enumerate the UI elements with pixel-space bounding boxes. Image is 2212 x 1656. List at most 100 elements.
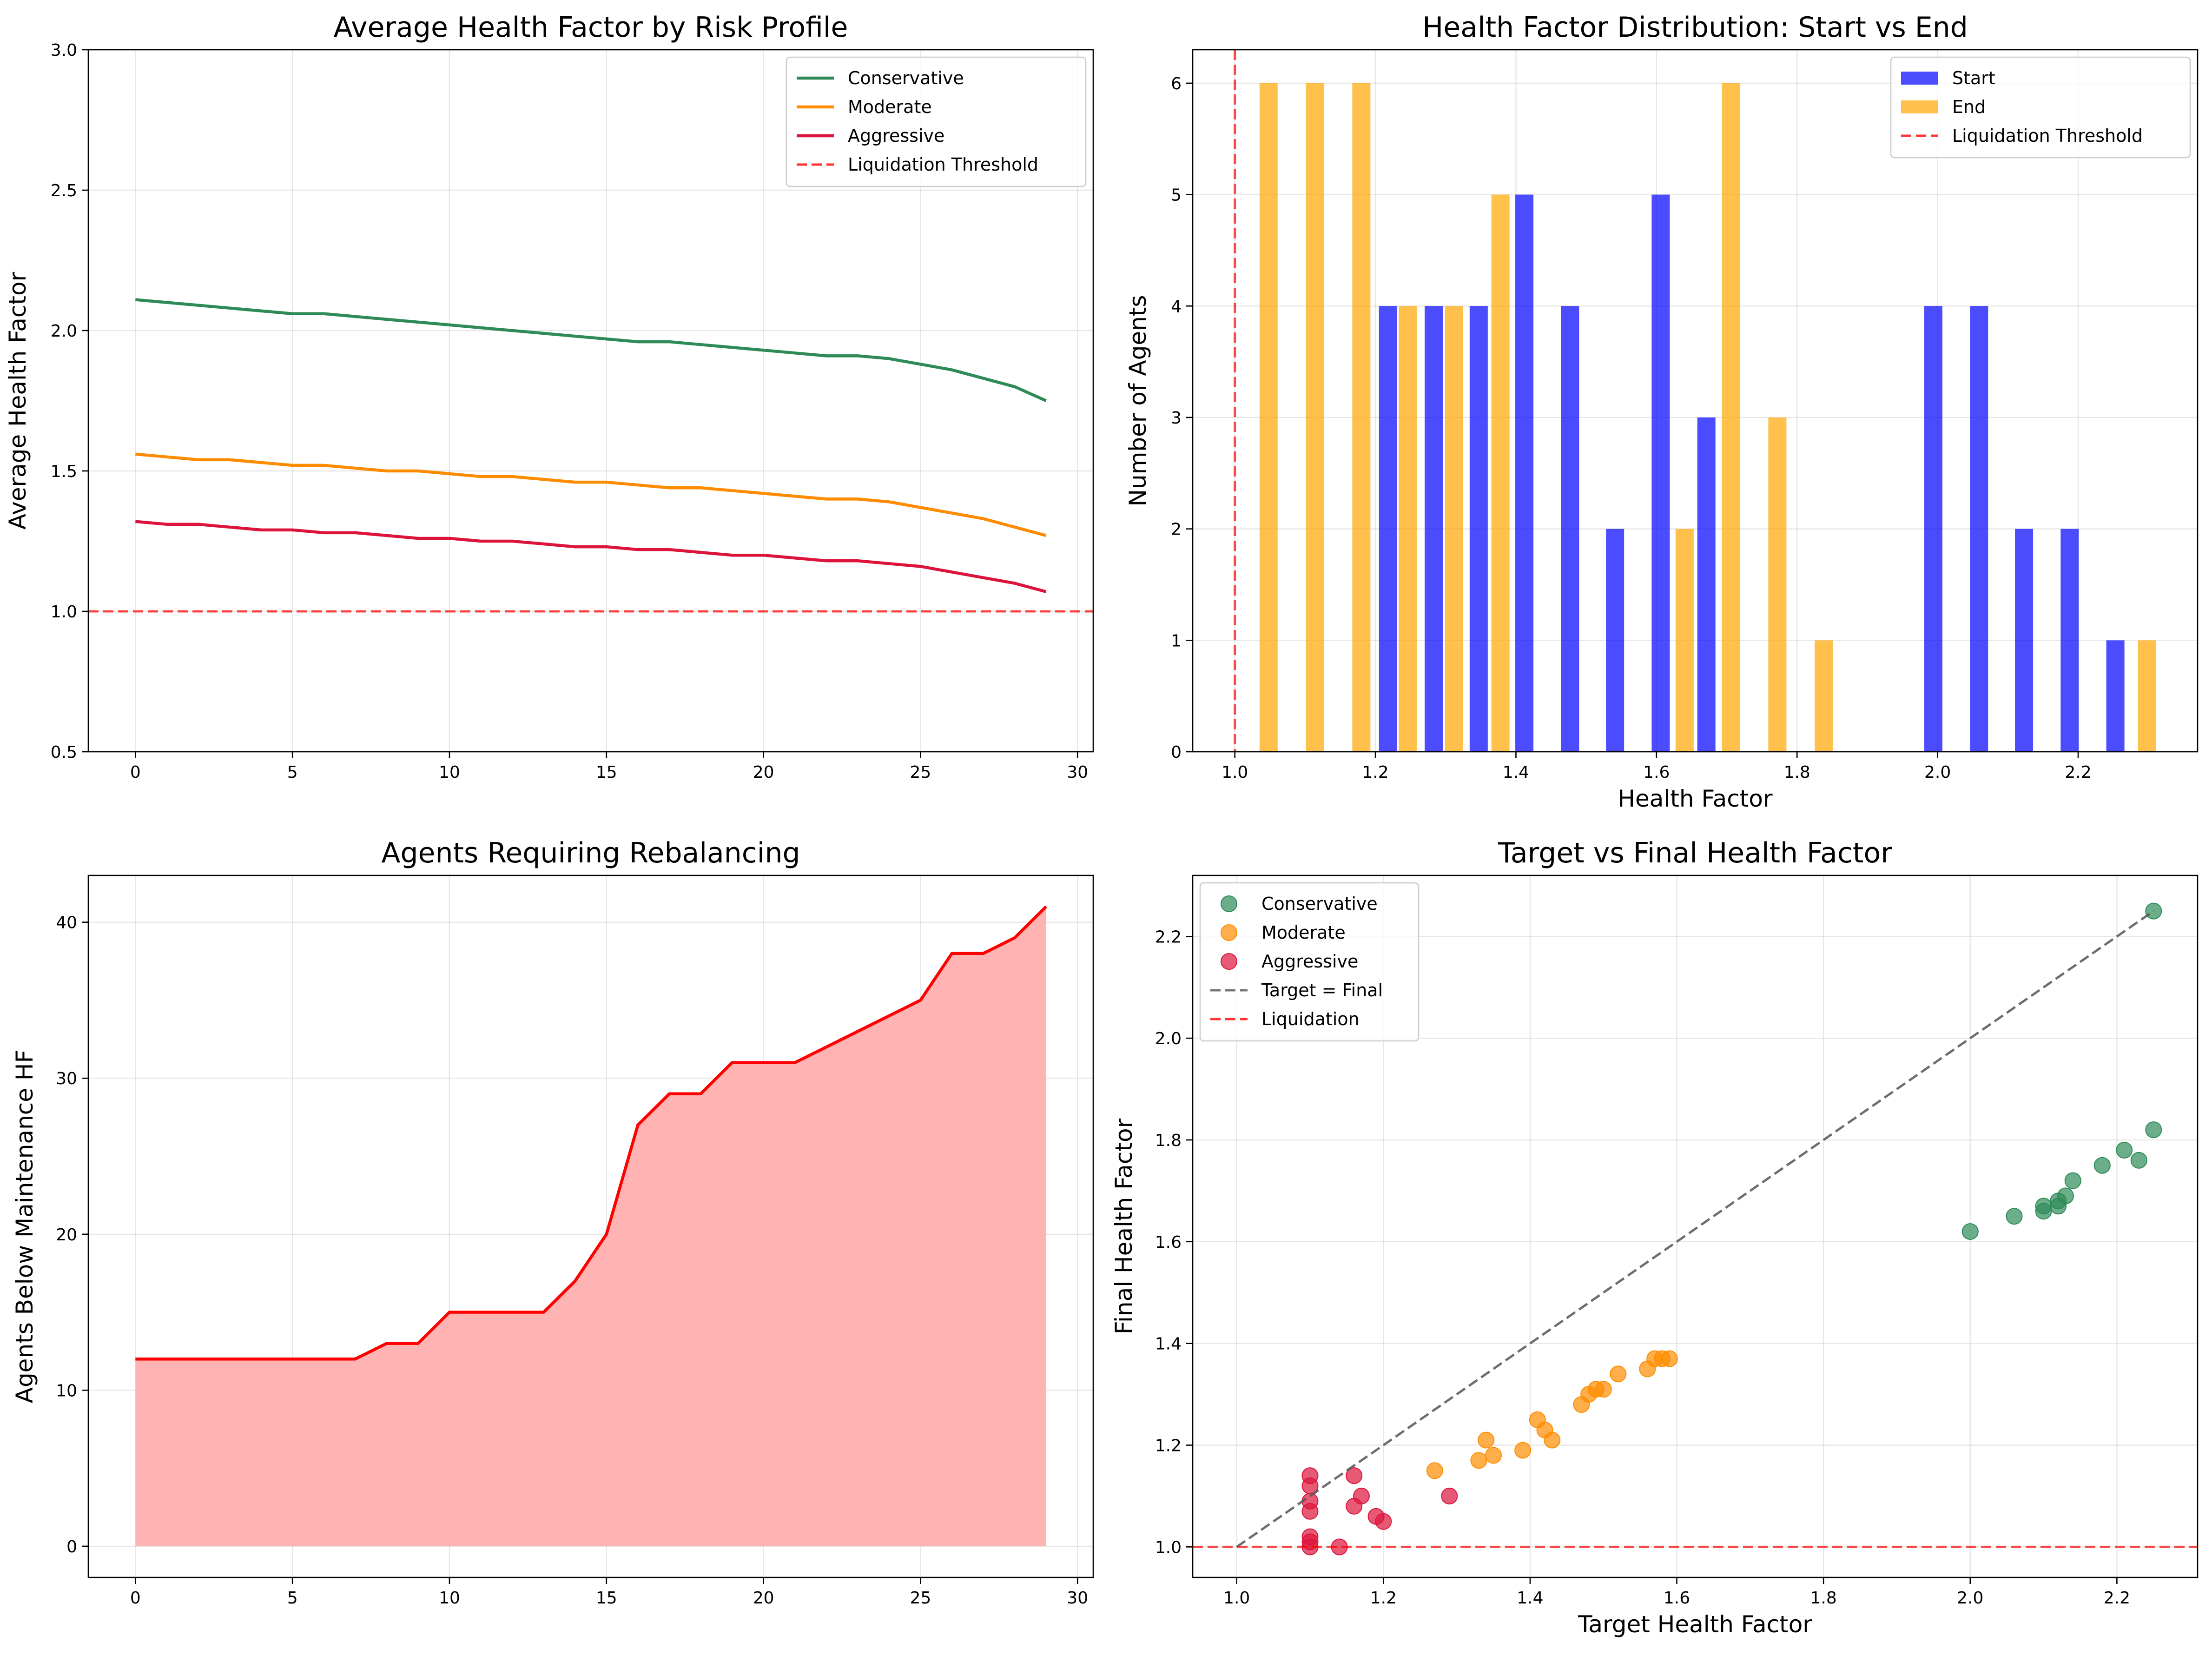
x-tick-label: 2.0 (1924, 763, 1951, 782)
legend-box (1890, 56, 2191, 159)
point-conservative (2064, 1172, 2081, 1189)
point-aggressive (1441, 1487, 1458, 1504)
legend-label: Liquidation Threshold (1952, 126, 2143, 146)
chart-panel-4: 1.0 1.2 1.4 1.6 1.8 2.0 2.2 1.0 1.2 1.4 1.6 1.8 2.0 2… (1110, 837, 2199, 1638)
x-tick-label: 0 (130, 1589, 141, 1608)
series-line-conservative (135, 298, 1047, 402)
x-tick-label: 5 (287, 1589, 298, 1608)
bar-end (1815, 640, 1833, 752)
axes-frame (87, 874, 1094, 1578)
y-tick-label: 1.8 (1155, 1131, 1182, 1150)
y-axis-label: Number of Agents (1124, 295, 1151, 507)
x-tick-label: 2.2 (2104, 1589, 2130, 1608)
y-axis-label: Average Health Factor (4, 272, 31, 530)
y-tick-label: 2 (1171, 520, 1182, 539)
x-tick-label: 10 (439, 1589, 460, 1608)
point-conservative (2130, 1152, 2147, 1169)
x-axis-label: Target Health Factor (1578, 1611, 1812, 1638)
point-conservative (2093, 1157, 2111, 1174)
x-tick-label: 30 (1067, 763, 1088, 782)
y-tick-label: 2.2 (1155, 927, 1182, 947)
x-tick-label: 1.4 (1517, 1589, 1543, 1608)
bar-start (1425, 306, 1443, 752)
x-tick-label: 1.0 (1222, 763, 1248, 782)
bar-start (2060, 529, 2079, 752)
point-aggressive (1301, 1503, 1319, 1520)
point-conservative (2116, 1141, 2133, 1159)
legend-box (786, 56, 1087, 187)
y-tick-label: 2.0 (1155, 1029, 1182, 1048)
bar-start (1651, 194, 1670, 752)
y-tick-label: 10 (56, 1381, 77, 1400)
chart-panel-2: 1.0 1.2 1.4 1.6 1.8 2.0 2.2 0 1 2 3 4 5 6 Health Facto… (1124, 11, 2199, 812)
legend-label: Target = Final (1261, 980, 1383, 1000)
x-tick-label: 1.2 (1370, 1589, 1397, 1608)
area-fill (135, 907, 1046, 1546)
y-tick-label: 20 (56, 1225, 77, 1245)
x-tick-label: 1.6 (1643, 763, 1670, 782)
legend: Start End Liquidation Threshold (1890, 56, 2191, 159)
y-tick-label: 1.4 (1155, 1335, 1182, 1354)
axes-frame (1192, 49, 2199, 753)
legend-label: Aggressive (848, 126, 944, 146)
x-tick-label: 20 (753, 763, 774, 782)
ticks: 1.0 1.2 1.4 1.6 1.8 2.0 2.2 1.0 1.2 1.4 1.6 1.8 2.0 2… (1155, 927, 2130, 1608)
y-axis-label: Final Health Factor (1110, 1118, 1137, 1334)
legend-label: Moderate (848, 97, 932, 117)
point-conservative (2006, 1208, 2023, 1225)
legend-label: Aggressive (1261, 951, 1358, 972)
x-tick-label: 25 (910, 1589, 931, 1608)
chart-title: Target vs Final Health Factor (1498, 837, 1892, 869)
x-tick-label: 1.8 (1810, 1589, 1837, 1608)
ticks: 1.0 1.2 1.4 1.6 1.8 2.0 2.2 0 1 2 3 4 5 6 (1171, 74, 2092, 782)
point-moderate (1514, 1442, 1532, 1459)
bar-start (1469, 306, 1488, 752)
point-moderate (1426, 1462, 1443, 1479)
legend-handle (1221, 924, 1237, 941)
legend-handle (1221, 895, 1237, 912)
y-tick-label: 4 (1171, 297, 1182, 316)
y-tick-label: 2.5 (51, 181, 77, 200)
legend-box (1199, 882, 1420, 1042)
point-moderate (1470, 1452, 1487, 1469)
y-tick-label: 0 (1171, 743, 1182, 762)
bar-end (2138, 640, 2156, 752)
legend-handle (1901, 100, 1938, 113)
y-tick-label: 1 (1171, 631, 1182, 650)
point-moderate (1485, 1447, 1502, 1464)
chart-title: Health Factor Distribution: Start vs End (1422, 11, 1968, 44)
legend-label: Conservative (848, 68, 964, 88)
x-tick-label: 20 (753, 1589, 774, 1608)
y-tick-label: 0 (66, 1537, 77, 1557)
y-tick-label: 1.0 (1155, 1538, 1182, 1557)
x-tick-label: 30 (1067, 1589, 1088, 1608)
point-moderate (1639, 1360, 1656, 1378)
y-tick-label: 0.5 (51, 743, 77, 762)
target-equals-final-line (1236, 910, 2154, 1548)
legend: Conservative Moderate Aggressive Target = F… (1199, 882, 1420, 1042)
legend: Conservative Moderate Aggressive Liquidatio… (786, 56, 1087, 187)
bar-end (1352, 83, 1371, 752)
bar-end (1445, 306, 1463, 752)
y-axis-label: Agents Below Maintenance HF (11, 1050, 38, 1404)
axes-frame (1192, 874, 2199, 1578)
point-conservative (2145, 1121, 2162, 1139)
bar-end (1722, 83, 1740, 752)
bar-end (1399, 306, 1417, 752)
x-tick-label: 25 (910, 763, 931, 782)
legend-label: Start (1952, 68, 1995, 88)
bar-end (1306, 83, 1324, 752)
bar-start (2106, 640, 2125, 752)
x-tick-label: 15 (596, 763, 617, 782)
y-tick-label: 30 (56, 1069, 77, 1088)
bar-start (1515, 194, 1534, 752)
legend-label: Moderate (1261, 922, 1346, 943)
ticks: 0 5 10 15 20 25 30 0.5 1.0 1.5 2.0 2.5 3.0 (51, 41, 1088, 782)
legend-handle (1221, 953, 1237, 970)
point-aggressive (1346, 1467, 1363, 1484)
y-tick-label: 6 (1171, 74, 1182, 93)
y-tick-label: 40 (56, 914, 77, 933)
y-tick-label: 1.0 (51, 603, 77, 622)
chart-title: Agents Requiring Rebalancing (381, 837, 800, 869)
y-tick-label: 2.0 (51, 322, 77, 341)
